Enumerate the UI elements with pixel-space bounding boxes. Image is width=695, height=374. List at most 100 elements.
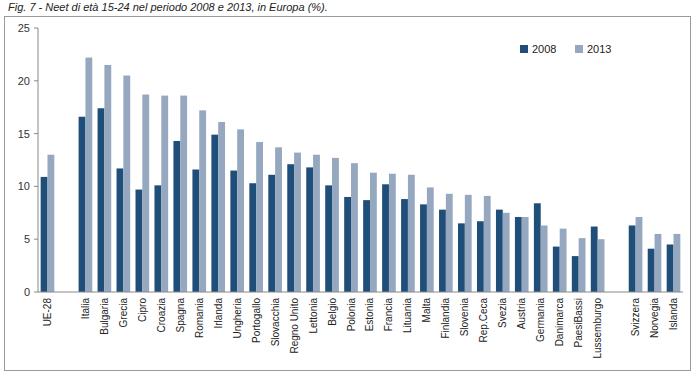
y-axis	[38, 28, 39, 292]
x-tick-label: Rep.Ceca	[478, 298, 489, 343]
x-tick-label: Polonia	[346, 298, 357, 332]
y-tick	[34, 133, 38, 134]
x-tick-label: Danimarca	[554, 298, 565, 347]
legend-label: 2008	[532, 43, 556, 55]
bar	[591, 227, 598, 292]
bar	[370, 173, 377, 292]
bar	[325, 185, 332, 292]
bar	[154, 185, 161, 292]
bar	[237, 129, 244, 292]
bar	[408, 175, 415, 292]
bar	[427, 187, 434, 292]
bar	[344, 197, 351, 292]
x-tick-label: Svezia	[497, 298, 508, 328]
bar	[180, 96, 187, 292]
bar	[503, 213, 510, 292]
bar	[256, 142, 263, 292]
x-tick-label: Malta	[421, 298, 432, 323]
y-tick-label: 25	[18, 22, 30, 34]
x-tick-label: Cipro	[137, 298, 148, 322]
bar	[85, 58, 92, 292]
bar	[553, 247, 560, 292]
legend-swatch	[575, 45, 583, 53]
bar	[218, 122, 225, 292]
bar	[420, 204, 427, 292]
x-tick-label: Croazia	[156, 298, 167, 333]
bar	[458, 223, 465, 292]
x-tick-label: Spagna	[175, 298, 186, 333]
x-tick-label: Bulgaria	[99, 298, 110, 335]
bar	[629, 225, 636, 292]
x-tick-label: Regno Unito	[289, 298, 300, 354]
bar	[313, 155, 320, 292]
bar	[249, 183, 256, 292]
bar	[401, 199, 408, 292]
x-tick-label: Lituania	[402, 298, 413, 333]
bar	[123, 76, 130, 292]
bar	[136, 190, 143, 292]
x-tick-label: Slovenia	[459, 298, 470, 337]
bar	[230, 171, 237, 292]
bar	[534, 203, 541, 292]
y-tick	[34, 239, 38, 240]
x-axis	[38, 292, 683, 293]
bar	[199, 110, 206, 292]
bar	[104, 65, 111, 292]
bars	[41, 58, 681, 292]
x-tick-label: Lussemburgo	[592, 298, 603, 359]
y-tick	[34, 292, 38, 293]
bar	[382, 184, 389, 292]
x-tick-label: Svizzera	[630, 298, 641, 337]
bar	[363, 200, 370, 292]
y-tick	[34, 80, 38, 81]
x-tick-label: Irlanda	[213, 298, 224, 329]
x-tick-label: Finlandia	[440, 298, 451, 339]
bar	[142, 95, 149, 292]
bar	[522, 217, 529, 292]
bar	[496, 210, 503, 292]
bar	[446, 194, 453, 292]
y-tick-label: 5	[24, 233, 30, 245]
bar	[636, 217, 643, 292]
bar	[667, 244, 674, 292]
bar	[117, 168, 124, 292]
bar	[192, 170, 199, 292]
bar	[268, 175, 275, 292]
bar	[648, 249, 655, 292]
legend: 2008 2013	[520, 43, 611, 55]
x-tick-label: Grecia	[118, 298, 129, 328]
bar	[477, 221, 484, 292]
title: Fig. 7 - Neet di età 15-24 nel periodo 2…	[8, 1, 328, 13]
x-tick-label: Slovacchia	[270, 298, 281, 347]
x-tick-label: Islanda	[668, 298, 679, 331]
x-tick-label: PaesiBassi	[573, 298, 584, 347]
y-tick-label: 20	[18, 75, 30, 87]
x-tick-label: Norvegia	[649, 298, 660, 338]
bar	[41, 177, 48, 292]
x-tick-label: Portogallo	[251, 298, 262, 343]
bar	[515, 217, 522, 292]
bar	[579, 238, 586, 292]
bar	[287, 164, 294, 292]
bar	[351, 163, 358, 292]
bar	[560, 229, 567, 292]
bar	[598, 239, 605, 292]
x-tick-label: Belgio	[327, 298, 338, 326]
chart-root: Fig. 7 - Neet di età 15-24 nel periodo 2…	[0, 0, 695, 374]
y-tick-label: 10	[18, 180, 30, 192]
y-tick-label: 15	[18, 128, 30, 140]
x-tick-label: Austria	[516, 298, 527, 330]
bar	[389, 174, 396, 292]
bar	[332, 158, 339, 292]
bar	[98, 108, 105, 292]
x-tick-label: Romania	[194, 298, 205, 338]
legend-label: 2013	[587, 43, 611, 55]
x-tick-label: Germania	[535, 298, 546, 342]
y-tick-label: 0	[24, 286, 30, 298]
y-tick	[34, 28, 38, 29]
bar	[674, 234, 681, 292]
bar	[294, 153, 301, 292]
bar	[173, 141, 180, 292]
bar	[161, 96, 168, 292]
bar	[275, 147, 282, 292]
